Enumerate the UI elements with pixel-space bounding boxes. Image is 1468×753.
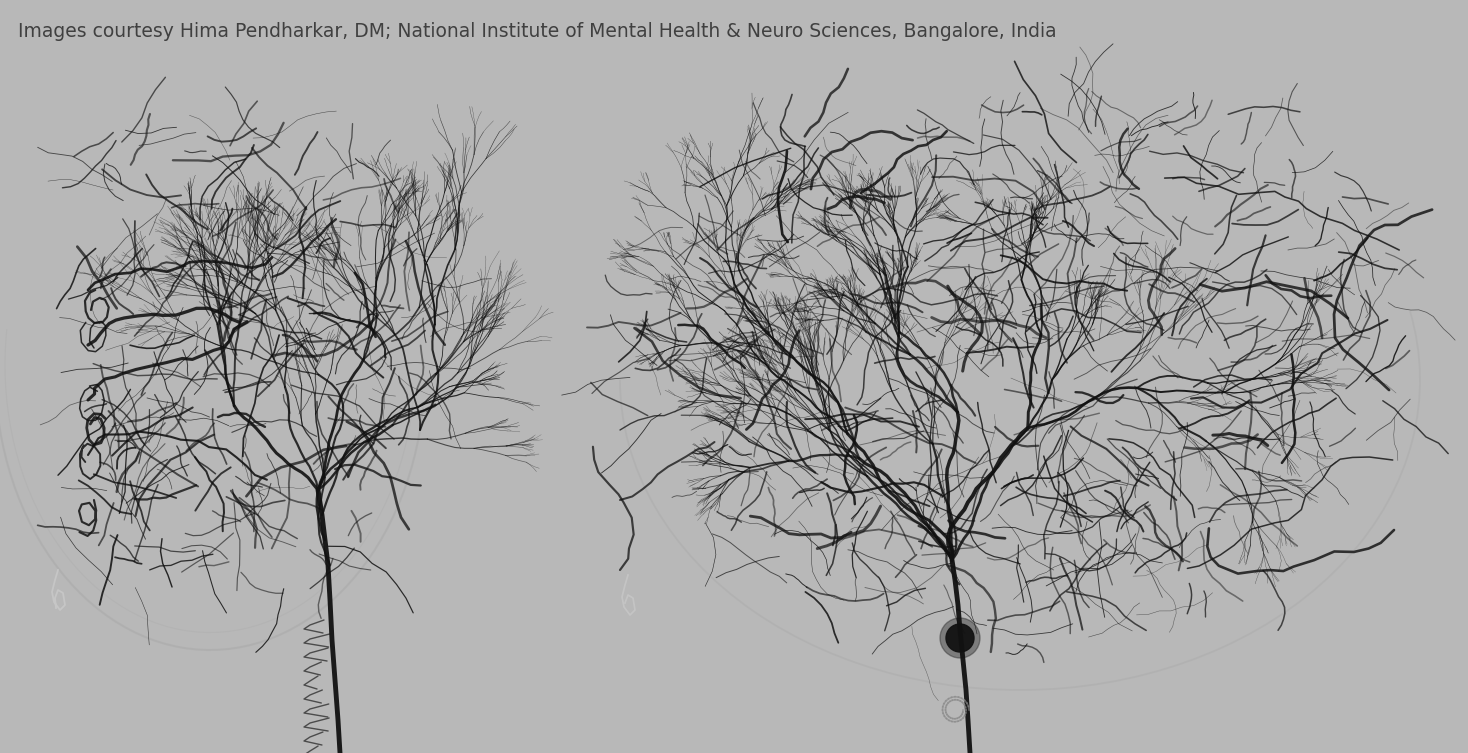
- Circle shape: [940, 618, 981, 658]
- Text: Images courtesy Hima Pendharkar, DM; National Institute of Mental Health & Neuro: Images courtesy Hima Pendharkar, DM; Nat…: [18, 22, 1057, 41]
- Circle shape: [945, 624, 973, 652]
